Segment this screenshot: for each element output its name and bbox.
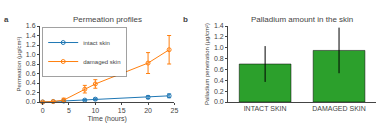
svg-text:Palladium amount in the skin: Palladium amount in the skin [251,15,353,24]
svg-text:1.6: 1.6 [26,22,36,29]
svg-text:1.0: 1.0 [214,44,224,51]
svg-text:0.0: 0.0 [214,98,224,105]
svg-text:1.0: 1.0 [26,51,36,58]
svg-text:b: b [183,15,188,24]
svg-text:intact skin: intact skin [83,40,110,46]
svg-text:DAMAGED SKIN: DAMAGED SKIN [312,105,366,112]
svg-text:1.2: 1.2 [214,33,224,40]
svg-text:1.4: 1.4 [214,22,224,29]
svg-text:20: 20 [144,107,152,114]
svg-text:0.8: 0.8 [214,55,224,62]
svg-text:a: a [4,15,9,24]
svg-text:INTACT SKIN: INTACT SKIN [244,105,287,112]
svg-text:0.4: 0.4 [214,77,224,84]
svg-text:Time (hours): Time (hours) [87,115,126,123]
svg-text:5: 5 [67,107,71,114]
svg-text:Permeation (μg/cm²): Permeation (μg/cm²) [16,37,22,92]
svg-text:0.8: 0.8 [26,60,36,67]
svg-text:0.6: 0.6 [214,66,224,73]
svg-text:0.4: 0.4 [26,79,36,86]
svg-text:1.2: 1.2 [26,41,36,48]
svg-text:25: 25 [171,107,179,114]
svg-text:10: 10 [91,107,99,114]
svg-text:damaged skin: damaged skin [83,59,120,65]
svg-text:0.0: 0.0 [26,98,36,105]
svg-text:0.6: 0.6 [26,70,36,77]
svg-text:0.2: 0.2 [26,89,36,96]
svg-text:0: 0 [41,107,45,114]
svg-text:0.2: 0.2 [214,88,224,95]
svg-text:1.4: 1.4 [26,32,36,39]
svg-text:Permeation profiles: Permeation profiles [73,15,142,24]
svg-text:15: 15 [118,107,126,114]
svg-text:Palladium penetration (μg/cm²): Palladium penetration (μg/cm²) [204,23,210,105]
